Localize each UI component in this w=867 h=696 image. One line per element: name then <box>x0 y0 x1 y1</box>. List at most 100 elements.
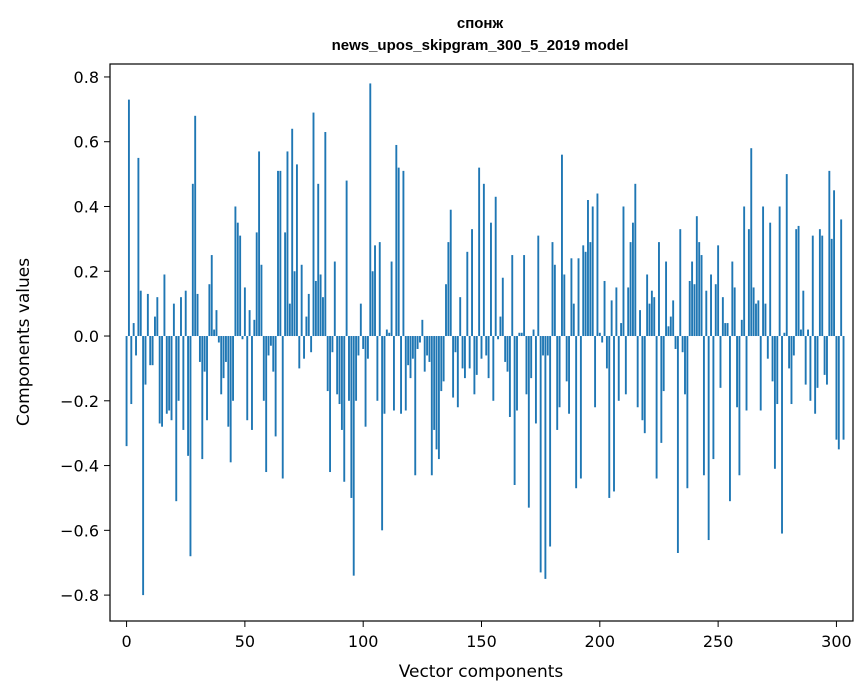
bar <box>840 219 843 337</box>
bar <box>284 232 287 337</box>
bar <box>693 284 696 337</box>
bar <box>203 336 206 372</box>
bar <box>551 242 554 337</box>
bar <box>246 336 249 421</box>
bar <box>624 336 627 395</box>
bar <box>288 303 291 337</box>
bar <box>130 336 133 405</box>
bar <box>710 274 712 337</box>
bar <box>584 251 587 337</box>
bar <box>213 329 216 337</box>
bar <box>163 274 166 337</box>
bar <box>570 258 573 337</box>
x-tick-label: 300 <box>821 632 852 651</box>
bar <box>676 336 679 553</box>
bar <box>634 183 637 337</box>
bar <box>577 258 580 337</box>
y-tick-label: 0.2 <box>74 262 99 281</box>
bar <box>343 336 346 482</box>
bar <box>466 251 469 337</box>
bar <box>314 280 317 337</box>
bar <box>357 336 360 356</box>
bar <box>251 336 253 430</box>
bar <box>596 193 599 337</box>
bar <box>785 174 788 337</box>
bar <box>187 336 190 456</box>
bar <box>747 229 750 337</box>
bar <box>800 329 802 337</box>
bar <box>324 132 327 337</box>
bar <box>542 336 544 356</box>
bar <box>601 336 604 343</box>
bar <box>421 319 424 337</box>
bar <box>449 209 452 337</box>
bar <box>447 242 450 337</box>
bar <box>402 170 405 337</box>
y-tick-label: −0.2 <box>60 392 99 411</box>
bar <box>172 303 175 337</box>
bar <box>695 216 698 337</box>
bar <box>243 287 246 337</box>
bar <box>516 336 518 411</box>
bar <box>743 206 746 337</box>
bar <box>255 232 258 337</box>
bar <box>636 336 639 408</box>
bar <box>331 336 334 353</box>
bar <box>617 336 620 401</box>
bar <box>724 323 727 337</box>
bar <box>745 336 748 411</box>
bar <box>665 261 668 337</box>
bar <box>646 274 649 337</box>
bar <box>267 336 270 356</box>
bar <box>407 336 410 366</box>
bar <box>605 336 608 369</box>
bar <box>501 277 504 337</box>
bar <box>833 190 836 337</box>
bar <box>631 222 634 337</box>
bar <box>371 271 374 337</box>
bar <box>781 336 783 534</box>
bar <box>667 326 670 337</box>
bar <box>527 336 530 508</box>
bar <box>269 336 272 346</box>
bar <box>835 336 838 440</box>
bar <box>539 336 542 573</box>
bar <box>719 336 722 388</box>
bar <box>792 336 795 356</box>
bar <box>620 323 623 337</box>
bar <box>317 183 320 337</box>
bar <box>158 336 161 424</box>
bar <box>217 336 220 343</box>
bar <box>151 336 154 366</box>
bar <box>490 222 492 337</box>
bar <box>579 336 582 479</box>
bar <box>184 290 187 337</box>
bar <box>766 336 769 359</box>
bar <box>463 336 466 379</box>
bar <box>752 287 755 337</box>
bar <box>383 336 386 414</box>
bar <box>189 336 192 557</box>
bar <box>411 336 414 359</box>
y-tick-label: 0.0 <box>74 327 99 346</box>
y-axis-title: Components values <box>14 258 34 426</box>
bar <box>274 336 277 437</box>
bar <box>797 225 800 337</box>
chart-title: спонж <box>457 15 504 32</box>
bar <box>575 336 578 489</box>
bar <box>837 336 840 450</box>
bar <box>388 332 391 337</box>
bar <box>440 336 443 392</box>
bar <box>532 329 535 337</box>
bar <box>198 336 201 362</box>
bar <box>568 336 570 414</box>
bar <box>549 336 552 547</box>
bar <box>215 310 218 337</box>
bar <box>369 83 372 337</box>
bar <box>771 336 774 382</box>
bar <box>352 336 355 576</box>
bar <box>750 148 753 337</box>
bar <box>828 170 831 337</box>
bar <box>232 336 234 401</box>
bar <box>298 336 301 369</box>
